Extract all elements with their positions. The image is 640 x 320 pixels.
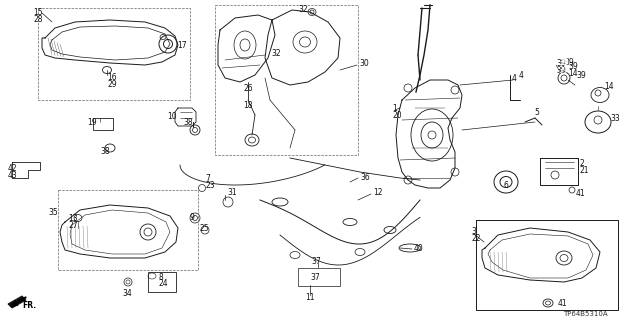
Text: 25: 25 [199,223,209,233]
Text: 15: 15 [33,7,43,17]
Text: 5: 5 [534,108,539,116]
Text: 39: 39 [556,59,566,68]
Text: 41: 41 [576,188,586,197]
Text: 6: 6 [503,180,508,189]
Text: 38: 38 [183,117,193,126]
Polygon shape [8,296,26,308]
Text: 39: 39 [558,66,568,75]
Bar [298,268,340,286]
Text: 39: 39 [568,61,578,70]
Text: 10: 10 [167,111,177,121]
Text: 33: 33 [610,114,620,123]
Text: 16: 16 [107,73,116,82]
Text: 43: 43 [8,171,18,180]
Text: 36: 36 [360,172,370,181]
Text: 19: 19 [87,117,97,126]
Text: 26: 26 [243,84,253,92]
Text: 32: 32 [298,4,308,13]
Text: 39: 39 [556,66,566,75]
Bar [148,272,176,292]
Text: 40: 40 [414,244,424,252]
Text: 37: 37 [310,274,320,283]
Text: 1: 1 [392,103,397,113]
Text: 11: 11 [305,293,315,302]
Text: TP64B5310A: TP64B5310A [563,311,607,317]
Text: 24: 24 [158,279,168,289]
Text: 14: 14 [604,82,614,91]
Text: 7: 7 [205,173,210,182]
Text: 14: 14 [568,68,578,77]
Text: 21: 21 [580,165,589,174]
Text: 17: 17 [177,41,187,50]
Text: 4: 4 [519,70,524,79]
Text: 37: 37 [311,257,321,266]
Text: FR.: FR. [22,300,36,309]
Text: 42: 42 [8,164,18,172]
Text: 39: 39 [576,70,586,79]
Text: 39: 39 [564,58,573,67]
Text: 8: 8 [158,273,163,282]
Text: 13: 13 [68,213,77,222]
Text: 3: 3 [471,227,476,236]
Text: 28: 28 [33,14,42,23]
Text: 32: 32 [271,49,280,58]
Text: 20: 20 [392,110,402,119]
Text: 34: 34 [122,289,132,298]
Text: 4: 4 [512,74,517,83]
Text: 39: 39 [559,58,569,67]
Text: 39: 39 [558,58,568,67]
Text: 38: 38 [100,147,109,156]
Text: 29: 29 [107,79,116,89]
Text: 31: 31 [227,188,237,196]
Text: 30: 30 [359,59,369,68]
Text: 18: 18 [243,100,253,109]
Text: 41: 41 [558,299,568,308]
Text: 27: 27 [68,220,77,229]
Text: 9: 9 [189,212,194,221]
Bar [93,118,113,130]
Text: 35: 35 [48,207,58,217]
Text: 22: 22 [471,234,481,243]
Text: 23: 23 [205,180,214,189]
Text: 2: 2 [580,158,585,167]
Text: 12: 12 [373,188,383,196]
